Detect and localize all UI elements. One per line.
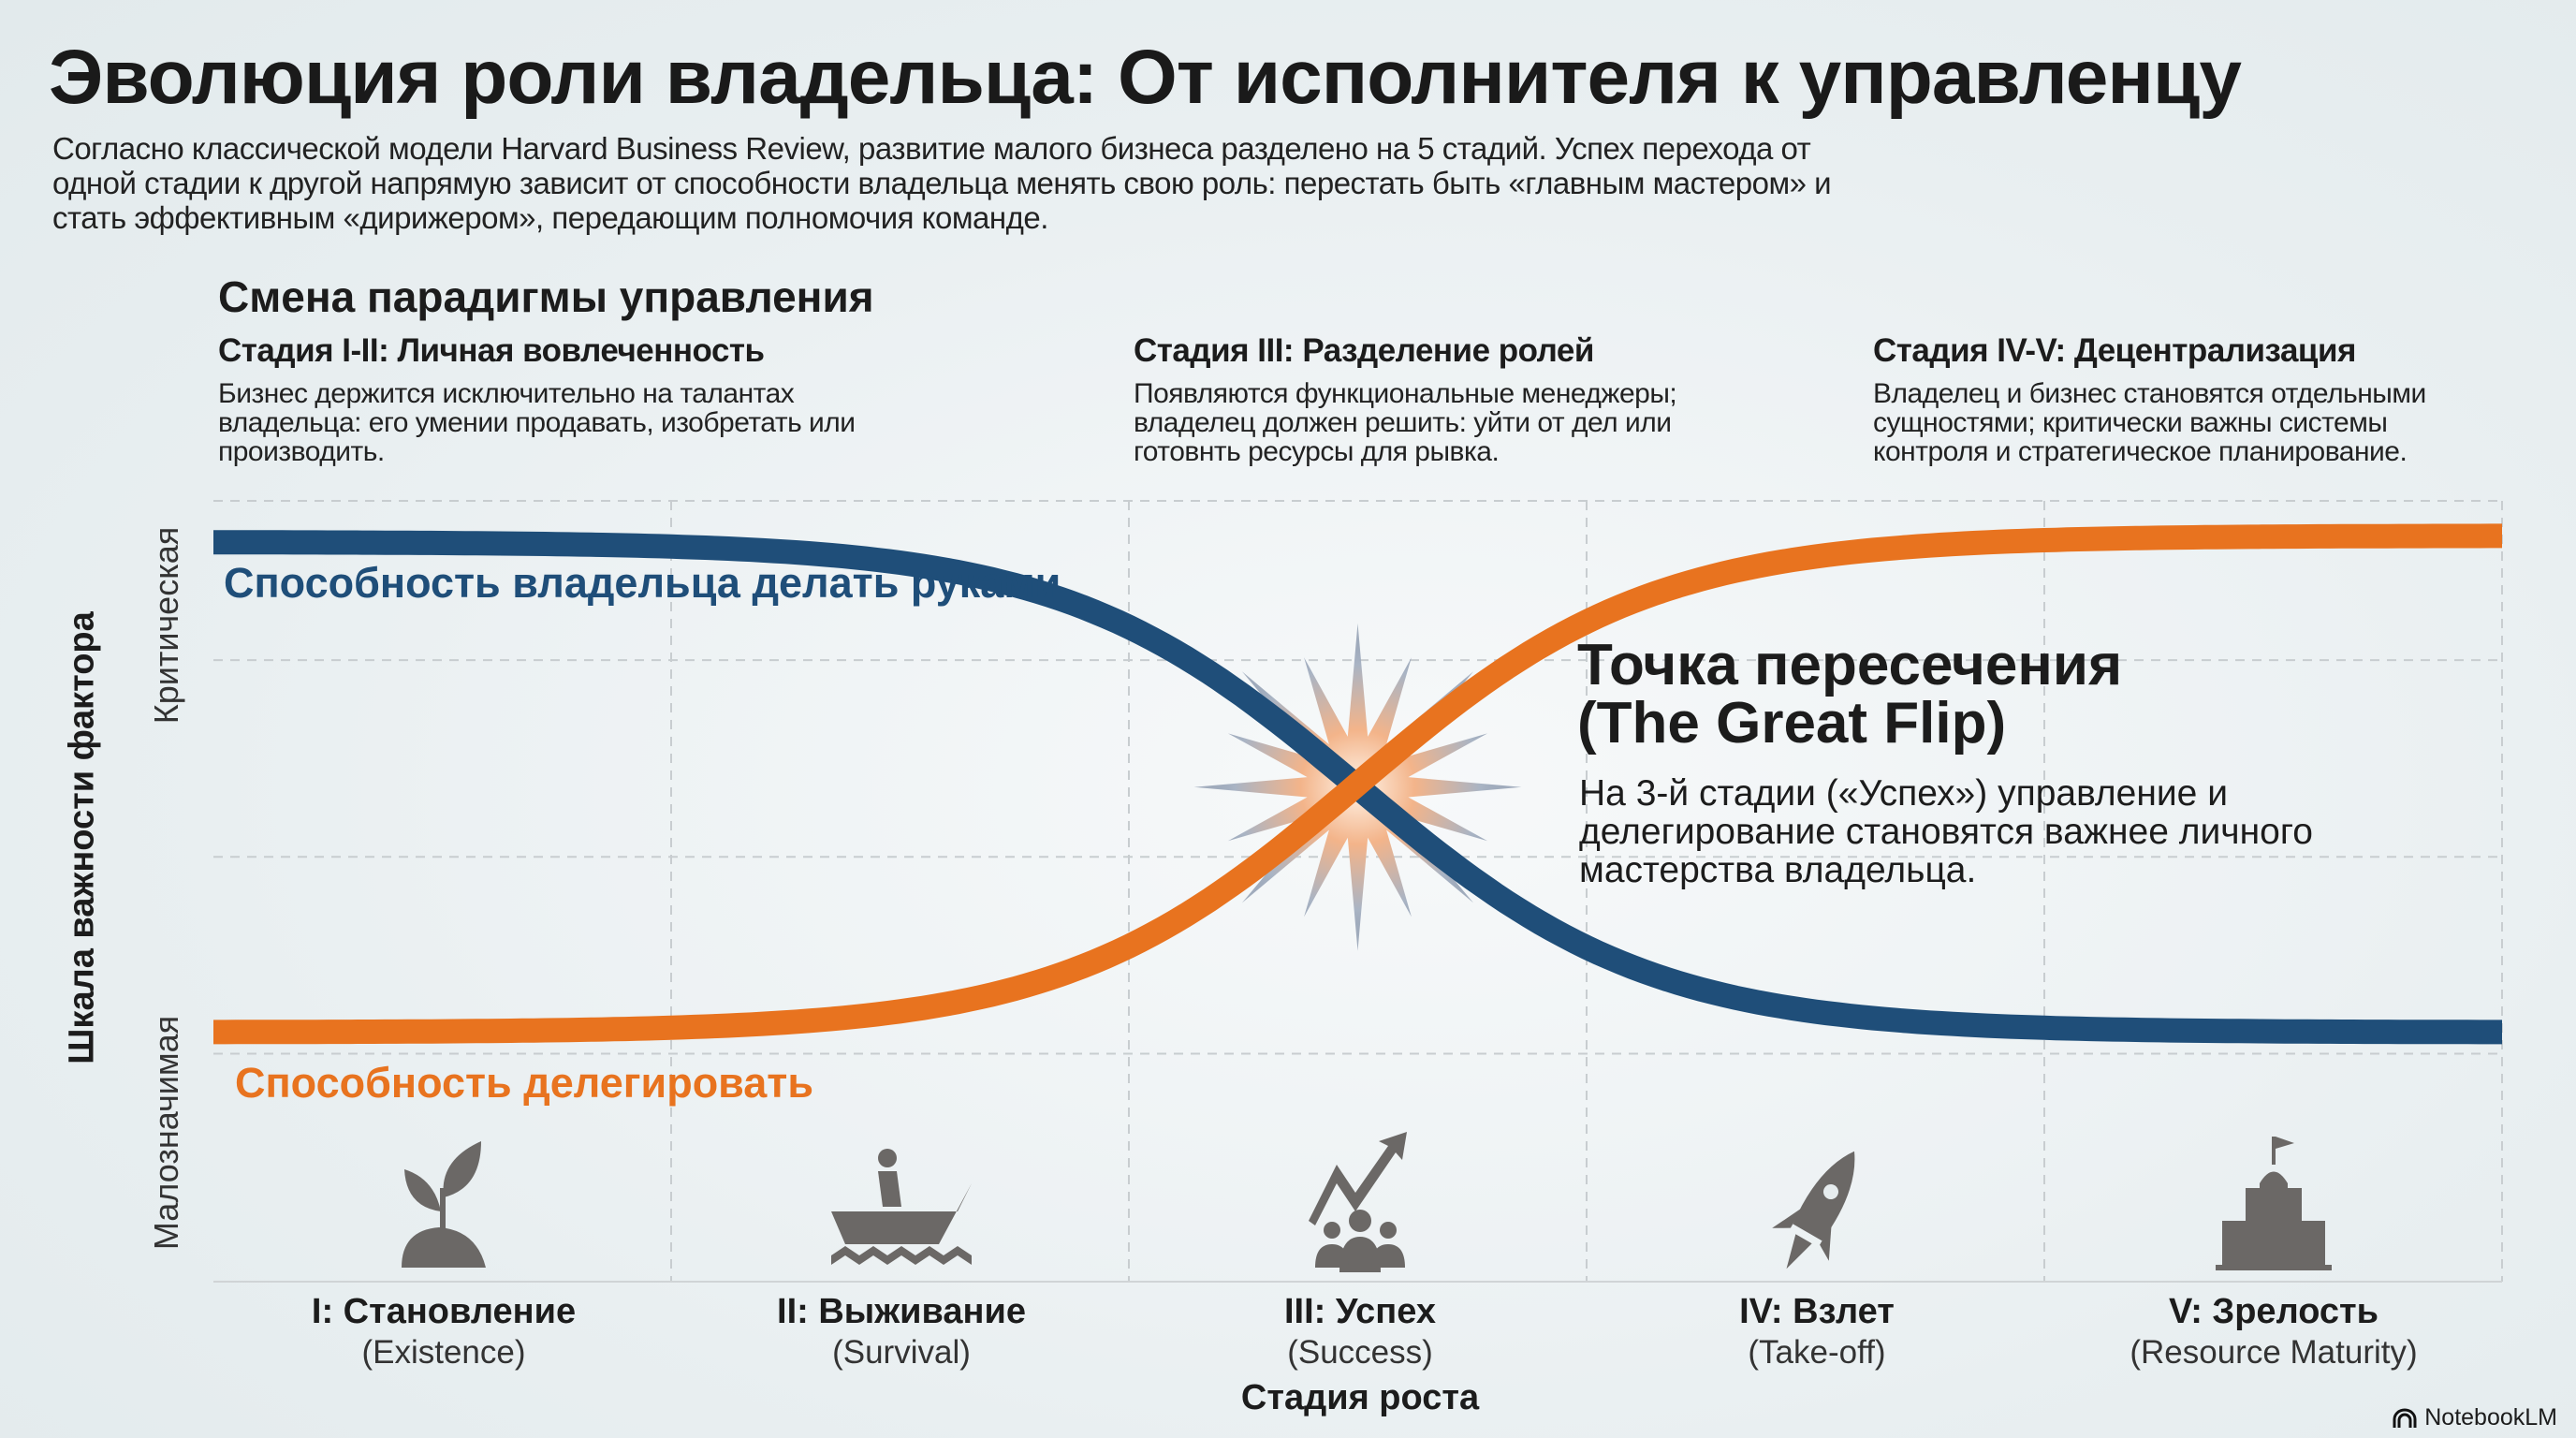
annotation-title: Точка пересечения (The Great Flip) — [1577, 633, 2123, 756]
x-tick-sublabel: (Success) — [1287, 1334, 1433, 1371]
x-tick-sublabel: (Survival) — [832, 1334, 971, 1371]
series-line-delegation — [213, 523, 2502, 1045]
stage-title: Стадия IV-V: Децентрализация — [1873, 332, 2356, 369]
series-label-delegation: Способность делегировать — [235, 1059, 813, 1107]
sprout-icon — [402, 1141, 486, 1268]
stage-icons — [402, 1132, 2332, 1272]
x-category-3: III: Успех (Success) — [1173, 1292, 1547, 1372]
x-axis-title: Стадия роста — [1240, 1378, 1480, 1417]
brand-name: NotebookLM — [2424, 1404, 2557, 1431]
x-category-2: II: Выживание (Survival) — [714, 1292, 1089, 1372]
stage-text: Бизнес держится исключительно на таланта… — [218, 378, 856, 467]
x-category-1: I: Становление (Existence) — [256, 1292, 631, 1372]
x-tick-label: I: Становление — [311, 1292, 577, 1331]
rocket-icon — [1772, 1151, 1855, 1269]
series-label-hands-on: Способность владельца делать руками — [224, 559, 1061, 607]
stage-title: Стадия I-II: Личная вовлеченность — [218, 332, 765, 369]
notebooklm-icon — [2393, 1408, 2417, 1428]
x-tick-label: II: Выживание — [777, 1292, 1026, 1331]
x-tick-sublabel: (Take-off) — [1748, 1334, 1886, 1371]
stage-text: Владелец и бизнес становятся отдельными … — [1873, 378, 2426, 467]
y-axis-title: Шкала важности фактора — [62, 611, 102, 1064]
y-tick-low: Малозначимая — [147, 1015, 185, 1251]
y-tick-high: Критическая — [147, 526, 185, 725]
paradigm-heading: Смена парадигмы управления — [218, 272, 874, 321]
annotation-text: На 3-й стадии («Успех») управление и дел… — [1579, 773, 2313, 890]
page-title: Эволюция роли владельца: От исполнителя … — [49, 35, 2242, 120]
intro-text: Согласно классической модели Harvard Bus… — [52, 131, 1832, 235]
stage-block-4-5: Стадия IV-V: Децентрализация Владелец и … — [1873, 332, 2547, 466]
stage-block-1-2: Стадия I-II: Личная вовлеченность Бизнес… — [218, 332, 892, 466]
headquarters-icon — [2216, 1137, 2332, 1270]
chart-grid — [213, 500, 2503, 1282]
rowing-boat-icon — [831, 1149, 972, 1265]
growth-team-icon — [1309, 1132, 1407, 1272]
x-tick-sublabel: (Existence) — [361, 1334, 526, 1371]
x-category-5: V: Зрелость (Resource Maturity) — [2086, 1292, 2461, 1372]
brand-logo: NotebookLM — [2393, 1404, 2557, 1431]
stage-title: Стадия III: Разделение ролей — [1134, 332, 1594, 369]
stage-block-3: Стадия III: Разделение ролей Появляются … — [1134, 332, 1808, 466]
x-tick-label: III: Успех — [1284, 1292, 1436, 1331]
x-tick-label: IV: Взлет — [1739, 1292, 1895, 1331]
x-tick-label: V: Зрелость — [2168, 1292, 2379, 1331]
x-tick-sublabel: (Resource Maturity) — [2130, 1334, 2418, 1371]
x-category-4: IV: Взлет (Take-off) — [1630, 1292, 2004, 1372]
stage-text: Появляются функциональные менеджеры; вла… — [1134, 378, 1677, 467]
